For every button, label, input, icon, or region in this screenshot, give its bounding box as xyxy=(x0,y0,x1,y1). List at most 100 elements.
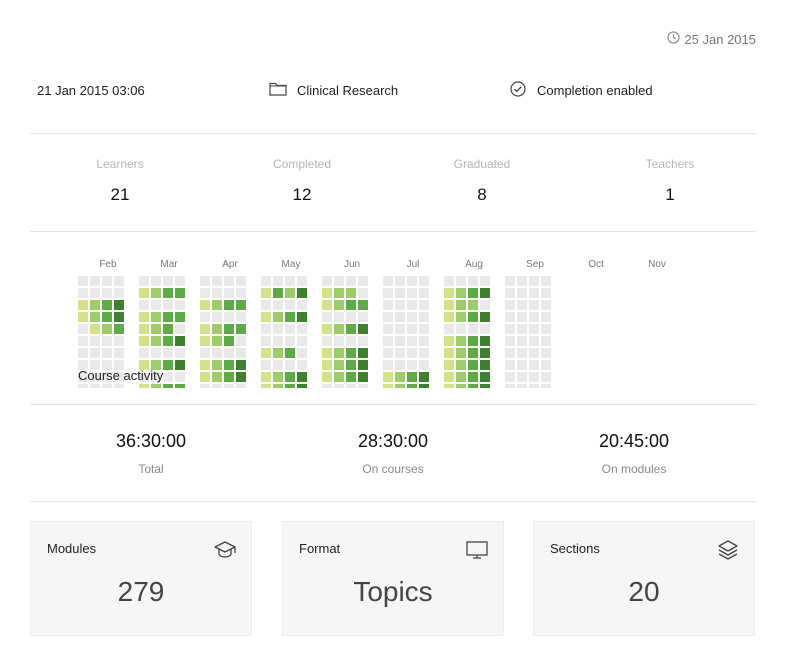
created-date: 21 Jan 2015 03:06 xyxy=(37,80,145,100)
activity-cell xyxy=(383,324,393,334)
activity-cell xyxy=(236,360,246,370)
summary-cards: Modules 279 Format Topics Sections 20 xyxy=(30,521,756,636)
course-activity-label: Course activity xyxy=(78,368,164,383)
activity-cell xyxy=(529,300,539,310)
card-value: Topics xyxy=(353,576,433,607)
time-on-modules: 20:45:00 On modules xyxy=(514,431,754,476)
activity-cell xyxy=(383,312,393,322)
activity-cell xyxy=(383,300,393,310)
card-modules[interactable]: Modules 279 xyxy=(30,521,252,636)
activity-cell xyxy=(212,324,222,334)
time-value: 20:45:00 xyxy=(598,431,670,451)
activity-cell xyxy=(444,288,454,298)
activity-cell xyxy=(517,360,527,370)
activity-cell xyxy=(224,360,234,370)
activity-cell xyxy=(346,372,356,382)
card-format[interactable]: Format Topics xyxy=(282,521,504,636)
activity-cell xyxy=(114,336,124,346)
activity-cell xyxy=(297,372,307,382)
time-label: Total xyxy=(138,462,164,476)
activity-cell xyxy=(224,312,234,322)
activity-cell xyxy=(480,276,490,286)
activity-cell xyxy=(297,360,307,370)
activity-cell xyxy=(407,384,417,388)
category[interactable]: Clinical Research xyxy=(269,80,398,100)
activity-cell xyxy=(261,324,271,334)
activity-cell xyxy=(236,300,246,310)
activity-cell xyxy=(200,324,210,334)
activity-cell xyxy=(78,276,88,286)
activity-cell xyxy=(224,288,234,298)
activity-cell xyxy=(407,288,417,298)
activity-cell xyxy=(407,372,417,382)
activity-cell xyxy=(346,324,356,334)
activity-cell xyxy=(224,300,234,310)
activity-cell xyxy=(297,288,307,298)
activity-cell xyxy=(517,312,527,322)
activity-cell xyxy=(285,360,295,370)
activity-cell xyxy=(419,336,429,346)
activity-cell xyxy=(346,276,356,286)
activity-cell xyxy=(395,384,405,388)
stat-completed: Completed 12 xyxy=(212,157,392,205)
activity-cell xyxy=(505,276,515,286)
activity-cell xyxy=(297,300,307,310)
activity-cell xyxy=(139,372,149,382)
activity-cell xyxy=(395,372,405,382)
activity-cell xyxy=(334,336,344,346)
activity-cell xyxy=(236,348,246,358)
activity-cell xyxy=(139,312,149,322)
activity-cell xyxy=(102,384,112,388)
activity-cell xyxy=(139,336,149,346)
card-title: Format xyxy=(299,541,341,556)
activity-cell xyxy=(505,336,515,346)
activity-cell xyxy=(236,384,246,388)
activity-cell xyxy=(78,384,88,388)
activity-cell xyxy=(285,372,295,382)
activity-cell xyxy=(334,372,344,382)
activity-cell xyxy=(90,312,100,322)
activity-cell xyxy=(102,372,112,382)
activity-cell xyxy=(395,288,405,298)
card-sections[interactable]: Sections 20 xyxy=(533,521,755,636)
activity-cell xyxy=(285,348,295,358)
activity-cell xyxy=(541,348,551,358)
activity-cell xyxy=(236,288,246,298)
activity-cell xyxy=(175,360,185,370)
activity-cell xyxy=(395,324,405,334)
activity-cell xyxy=(322,288,332,298)
activity-cell xyxy=(285,336,295,346)
activity-cell xyxy=(212,276,222,286)
activity-cell xyxy=(261,372,271,382)
activity-cell xyxy=(468,288,478,298)
activity-cell xyxy=(407,324,417,334)
activity-cell xyxy=(346,348,356,358)
activity-cell xyxy=(163,312,173,322)
activity-cell xyxy=(456,276,466,286)
activity-cell xyxy=(200,300,210,310)
activity-cell xyxy=(297,276,307,286)
activity-cell xyxy=(90,360,100,370)
time-total: 36:30:00 Total xyxy=(31,431,271,476)
stat-value: 21 xyxy=(110,185,130,204)
activity-cell xyxy=(383,288,393,298)
activity-cell xyxy=(529,336,539,346)
activity-cell xyxy=(102,276,112,286)
activity-cell xyxy=(285,324,295,334)
activity-cell xyxy=(90,276,100,286)
stat-learners: Learners 21 xyxy=(30,157,210,205)
activity-cell xyxy=(163,324,173,334)
activity-cell xyxy=(395,276,405,286)
activity-cell xyxy=(273,300,283,310)
graduation-cap-icon xyxy=(213,538,237,562)
activity-cell xyxy=(505,312,515,322)
activity-cell xyxy=(78,324,88,334)
activity-cell xyxy=(224,276,234,286)
activity-cell xyxy=(151,324,161,334)
activity-cell xyxy=(114,384,124,388)
activity-cell xyxy=(90,288,100,298)
completion-text: Completion enabled xyxy=(537,82,653,98)
activity-cell xyxy=(163,360,173,370)
stat-label: Graduated xyxy=(453,157,511,171)
card-title: Sections xyxy=(550,541,600,556)
